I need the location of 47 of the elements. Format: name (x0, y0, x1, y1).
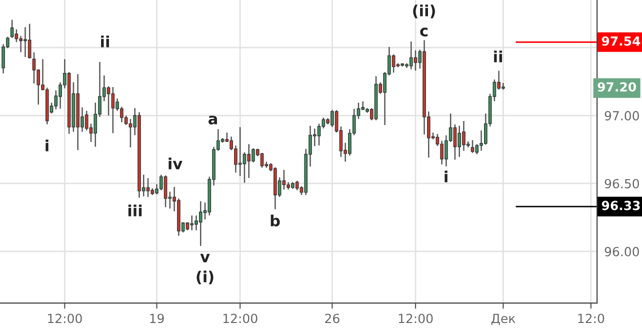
candlestick (84, 110, 88, 130)
candlestick (146, 178, 150, 198)
annotation: ii (494, 50, 502, 62)
x-tick-label: 12:0 (578, 314, 604, 324)
annotation: c (420, 28, 428, 36)
x-tick-label: 12:00 (398, 314, 433, 324)
y-tick-label: 96.00 (604, 246, 639, 256)
ref-line-label: 96.33 (602, 200, 640, 210)
candlestick (453, 124, 457, 160)
annotation: iv (168, 158, 182, 170)
candlestick (111, 87, 115, 134)
annotation: iii (128, 204, 142, 216)
annotation: i (46, 140, 48, 152)
annotation: ii (101, 36, 109, 48)
annotation: b (270, 214, 280, 226)
candlestick (238, 127, 242, 176)
x-tick-label: 19 (150, 314, 164, 324)
annotation: (ii) (413, 4, 435, 18)
candlestick (198, 201, 202, 246)
annotation: a (208, 116, 217, 124)
candlestick (10, 20, 14, 38)
annotation: v (200, 254, 210, 262)
x-tick-label: 26 (325, 314, 340, 324)
candlestick (458, 126, 462, 157)
candlestick (32, 52, 36, 84)
candlestick (409, 42, 413, 70)
annotation: i (444, 170, 448, 182)
annotation: (i) (196, 270, 214, 284)
candlestick (414, 50, 418, 71)
candlestick (128, 118, 132, 148)
x-tick-label: 12:00 (223, 314, 258, 324)
x-tick-label: Дек (491, 314, 516, 325)
y-tick-label: 96.50 (604, 178, 639, 188)
candlestick (247, 144, 251, 178)
x-tick-label: 12:00 (48, 314, 82, 324)
ref-line-label: 97.54 (602, 36, 640, 46)
candlestick (260, 152, 264, 168)
y-tick-label: 97.00 (604, 110, 639, 120)
text: 97.20 (598, 82, 636, 92)
candlestick (14, 29, 18, 42)
candlestick (164, 175, 168, 208)
candlestick (317, 124, 321, 146)
candlestick (190, 215, 194, 230)
candlestick (392, 54, 396, 73)
candlestick (28, 24, 32, 58)
candlestick (242, 152, 246, 183)
candlestick (470, 140, 474, 153)
